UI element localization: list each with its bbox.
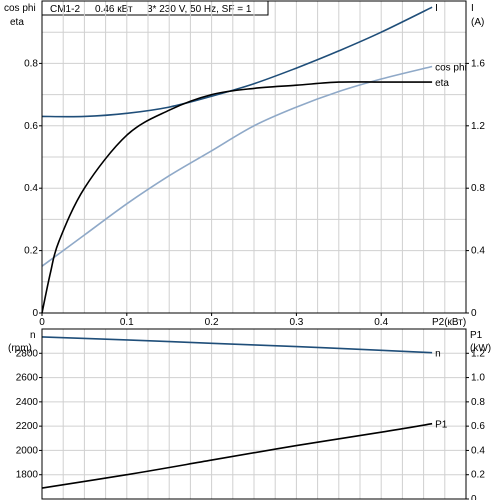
top-x-tick-label: 0.3 bbox=[289, 317, 303, 328]
bottom-left-tick-label: 2000 bbox=[16, 445, 39, 456]
top-right-axis-label-i: I bbox=[471, 3, 474, 14]
top-right-tick-label: 0.4 bbox=[471, 246, 485, 257]
bottom-series-p1-line bbox=[41, 422, 433, 489]
bottom-plot-frame bbox=[41, 328, 467, 500]
bottom-left-axis-label-n: n bbox=[30, 330, 36, 341]
top-left-tick-label: 0.6 bbox=[24, 121, 38, 132]
bottom-right-tick-label: 0.2 bbox=[471, 470, 485, 481]
bottom-right-tick-label: 1.2 bbox=[471, 348, 485, 359]
bottom-right-axis-label-unit: (kW) bbox=[470, 343, 491, 354]
bottom-right-tick-label: 0 bbox=[471, 494, 477, 500]
bottom-right-tick-label: 0.6 bbox=[471, 421, 485, 432]
top-series-cos-phi-line bbox=[41, 65, 433, 267]
top-right-tick-label: 0.8 bbox=[471, 183, 485, 194]
bottom-left-tick-label: 2200 bbox=[16, 421, 39, 432]
bottom-series-n-line bbox=[41, 336, 433, 354]
header-supply: 3* 230 V, 50 Hz, SF = 1 bbox=[147, 4, 252, 15]
bottom-right-tick-label: 0.8 bbox=[471, 397, 485, 408]
top-series-i-label: I bbox=[435, 3, 438, 14]
bottom-series-n-label: n bbox=[435, 349, 441, 360]
bottom-right-axis-label-p1: P1 bbox=[470, 330, 483, 341]
bottom-series-p1-label: P1 bbox=[435, 420, 448, 431]
bottom-right-tick-label: 0.4 bbox=[471, 445, 485, 456]
top-x-tick-label: 0.4 bbox=[374, 317, 388, 328]
top-series-cos-phi-label: cos phi bbox=[435, 63, 467, 74]
top-left-tick-label: 0.2 bbox=[24, 246, 38, 257]
bottom-right-tick-label: 1.0 bbox=[471, 373, 485, 384]
top-left-tick-label: 0 bbox=[32, 308, 38, 319]
bottom-left-tick-label: 2800 bbox=[16, 348, 39, 359]
top-plot-frame bbox=[41, 0, 467, 314]
bottom-left-tick-label: 2600 bbox=[16, 373, 39, 384]
top-right-tick-label: 1.2 bbox=[471, 121, 485, 132]
bottom-left-axis-label-unit: (rpm) bbox=[8, 343, 32, 354]
top-left-axis-label-eta: eta bbox=[10, 17, 24, 28]
top-left-axis-label-cosphi: cos phi bbox=[4, 3, 36, 14]
bottom-left-tick-label: 2400 bbox=[16, 397, 39, 408]
top-right-tick-label: 1.6 bbox=[471, 58, 485, 69]
top-right-tick-label: 0 bbox=[471, 308, 477, 319]
top-x-axis-label: P2(кВт) bbox=[432, 317, 466, 328]
top-x-tick-label: 0.2 bbox=[205, 317, 219, 328]
header-model: CM1-2 bbox=[50, 4, 80, 15]
top-x-tick-label: 0 bbox=[39, 317, 45, 328]
top-left-tick-label: 0.4 bbox=[24, 183, 38, 194]
top-series-i-line bbox=[41, 6, 433, 118]
bottom-left-tick-label: 1800 bbox=[16, 470, 39, 481]
top-right-axis-label-unit: (A) bbox=[471, 17, 484, 28]
header-power: 0.46 кВт bbox=[95, 4, 133, 15]
top-series-eta-label: eta bbox=[435, 78, 449, 89]
top-left-tick-label: 0.8 bbox=[24, 58, 38, 69]
top-series-eta-line bbox=[41, 81, 433, 314]
top-x-tick-label: 0.1 bbox=[120, 317, 134, 328]
